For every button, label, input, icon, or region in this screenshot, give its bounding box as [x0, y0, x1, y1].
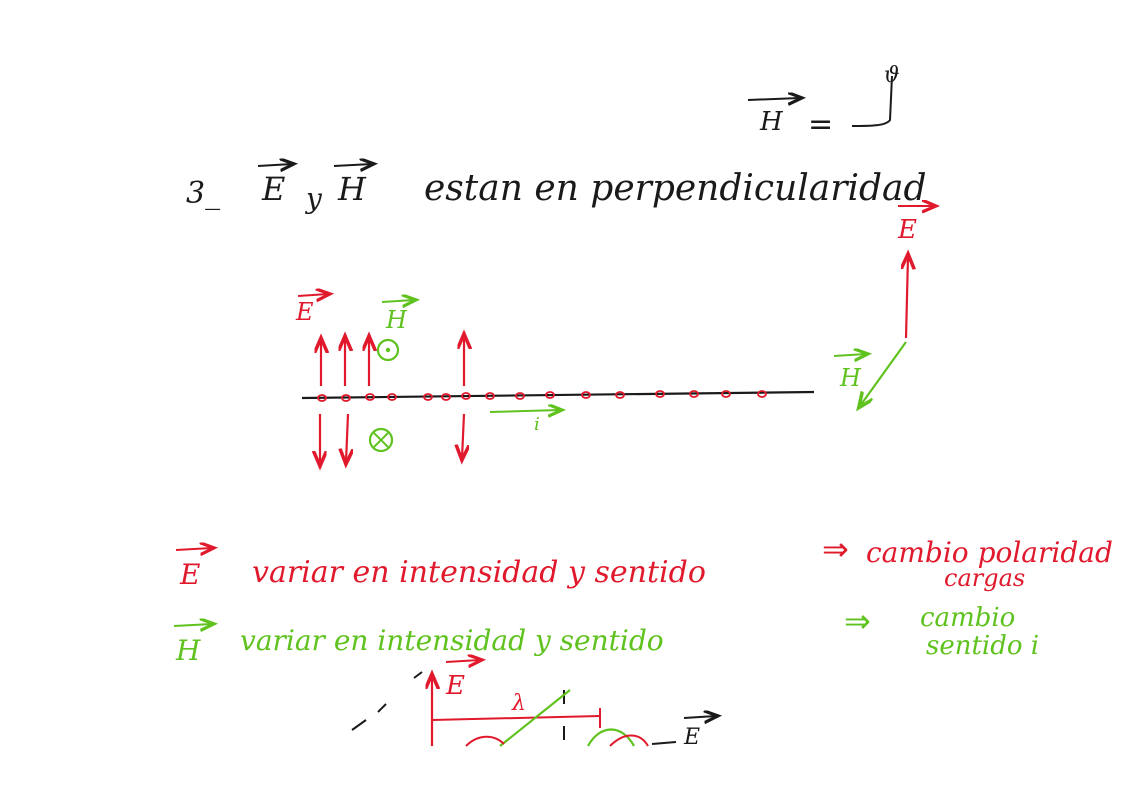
- h-statement-text: variar en intensidad y sentido: [240, 624, 664, 657]
- dashed-axis: [351, 719, 367, 731]
- charge: [365, 393, 375, 401]
- h-statement-result: cambio: [920, 603, 1015, 633]
- charges-row: [317, 390, 767, 402]
- e-statement-text: variar en intensidad y sentido: [252, 555, 706, 590]
- wave-sketch: E λ E: [351, 660, 716, 750]
- side-vectors: E H: [833, 206, 934, 406]
- vector-arrow: [747, 98, 800, 100]
- heading-h: H: [337, 170, 367, 208]
- side-h-arrow: [860, 341, 907, 406]
- heading-e: E: [261, 170, 285, 208]
- e-statement: E variar en intensidad y sentido ⇒ cambi…: [175, 530, 1113, 592]
- charge: [317, 394, 327, 402]
- vector-arrow: [297, 294, 328, 296]
- conductor-diagram: E H: [295, 294, 815, 464]
- charge: [423, 393, 433, 401]
- charge: [615, 391, 625, 399]
- wave-lambda: λ: [511, 691, 526, 716]
- charge: [721, 390, 731, 398]
- e-field-arrow-down: [346, 413, 348, 462]
- side-e-label: E: [897, 215, 917, 245]
- vector-arrow: [445, 660, 480, 662]
- charge: [757, 390, 767, 398]
- vector-arrow: [175, 548, 212, 550]
- vector-arrow: [173, 624, 212, 626]
- diagram-h-label: H: [385, 306, 408, 334]
- heading-y: y: [304, 182, 323, 215]
- h-statement-result-line2: sentido i: [926, 631, 1039, 661]
- wave-right-label: E: [683, 725, 700, 750]
- heading: 3_ E y H estan en perpendicularidad: [186, 164, 927, 215]
- dashed-axis: [413, 671, 423, 679]
- charge: [461, 392, 471, 400]
- field-into-page-icon: [368, 427, 394, 453]
- heading-text: estan en perpendicularidad: [424, 168, 927, 209]
- hook-curve: [851, 75, 893, 127]
- charge: [655, 390, 665, 398]
- charge: [441, 393, 451, 401]
- h-statement-vector: H: [175, 634, 201, 667]
- field-out-of-page-icon: [376, 338, 400, 362]
- e-field-arrow-down: [462, 413, 464, 458]
- side-e-arrow: [906, 256, 908, 339]
- heading-number: 3_: [186, 176, 220, 211]
- top-note: H = ϑ: [747, 63, 900, 142]
- wave-e-label: E: [445, 671, 465, 701]
- wavelength-bracket: [431, 715, 601, 721]
- charge: [545, 391, 555, 399]
- e-statement-vector: E: [179, 558, 200, 591]
- h-axis-line: [499, 689, 571, 747]
- field-out-of-page-dot: [385, 347, 391, 353]
- diagram-e-label: E: [295, 298, 314, 326]
- implies-arrow: ⇒: [822, 530, 849, 568]
- e-statement-result: cambio polaridad: [866, 536, 1113, 569]
- vector-arrow: [381, 300, 414, 302]
- vector-arrow: [833, 354, 866, 356]
- top-note-h: H: [759, 107, 784, 137]
- top-note-symbol: ϑ: [884, 63, 900, 88]
- charge: [387, 393, 397, 401]
- charge: [341, 394, 351, 402]
- vector-arrow: [257, 164, 292, 166]
- h-statement: H variar en intensidad y sentido ⇒ cambi…: [173, 602, 1039, 667]
- e-wave-curve: [609, 734, 649, 747]
- e-statement-result-line2: cargas: [944, 564, 1025, 592]
- implies-arrow: ⇒: [844, 602, 871, 640]
- current-label: i: [534, 414, 540, 435]
- current-arrow: [489, 410, 560, 412]
- h-wave-curve: [587, 728, 635, 747]
- e-wave-curve: [465, 735, 505, 747]
- dash-mark: [651, 741, 677, 745]
- vector-arrow: [333, 164, 372, 166]
- charge: [485, 392, 495, 400]
- top-note-equals: =: [808, 107, 833, 142]
- charge: [581, 391, 591, 399]
- charge: [515, 392, 525, 400]
- conductor-line: [301, 390, 815, 400]
- vector-arrow: [683, 716, 716, 718]
- field-into-page-cross: [373, 432, 389, 448]
- charge: [689, 390, 699, 398]
- side-h-label: H: [839, 364, 862, 392]
- dashed-axis: [377, 703, 387, 713]
